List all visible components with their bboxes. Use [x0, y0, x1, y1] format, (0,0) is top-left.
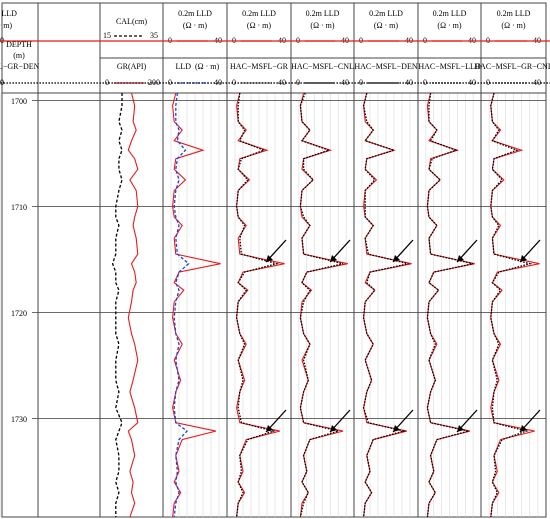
curve-name: GR(API)	[117, 62, 147, 71]
x-tick-label: 40	[405, 78, 413, 87]
curve-name: 0.2m LLD	[433, 9, 467, 18]
x-tick-label: 40	[278, 36, 286, 45]
x-tick-label: 200	[148, 78, 160, 87]
log-curve	[172, 92, 221, 518]
x-tick-label: 35	[150, 31, 158, 40]
curve-unit: (Ω · m)	[374, 21, 398, 30]
x-tick-label: 40	[533, 78, 541, 87]
log-curve	[235, 92, 280, 518]
x-tick-label: 0	[168, 36, 172, 45]
x-tick-label: 40	[468, 36, 476, 45]
curve-unit: (Ω · m)	[501, 21, 525, 30]
curve-name: 0.2m LLD	[0, 9, 17, 18]
x-tick-label: 0	[359, 78, 363, 87]
x-tick-label: 0	[486, 36, 490, 45]
arrow-head	[393, 255, 400, 262]
x-tick-label: 40	[533, 36, 541, 45]
curve-name: HAC−MSFL−CNL	[291, 62, 354, 71]
curve-name: 0.2m LLD	[369, 9, 403, 18]
curve-name: HAC−MSFL−LLD	[418, 62, 481, 71]
x-tick-label: 0	[359, 36, 363, 45]
x-tick-label: 0	[105, 78, 109, 87]
curve-name: 0.2m LLD	[242, 9, 276, 18]
curve-unit: (Ω · m)	[247, 21, 271, 30]
curve-name: LLD	[175, 62, 191, 71]
y-label: DEPTH	[6, 40, 32, 49]
curve-name: HAC−MSFL−GR−DEN	[0, 62, 40, 71]
arrow-head	[330, 425, 337, 432]
curve-name: 0.2m LLD	[306, 9, 340, 18]
log-curve	[299, 92, 344, 518]
curve-unit: (Ω · m)	[310, 21, 334, 30]
y-tick-label: 1710	[11, 203, 27, 212]
arrow-head	[520, 255, 527, 262]
arrow-head	[266, 255, 273, 262]
x-tick-label: 40	[214, 78, 222, 87]
x-tick-label: 0	[423, 78, 427, 87]
x-tick-label: 0	[232, 78, 236, 87]
x-tick-label: 0	[296, 36, 300, 45]
x-tick-label: 0	[168, 78, 172, 87]
x-tick-label: 40	[278, 78, 286, 87]
x-tick-label: 0	[423, 36, 427, 45]
x-tick-label: 40	[341, 36, 349, 45]
log-curve	[363, 92, 412, 518]
y-unit: (m)	[13, 51, 25, 60]
log-curve	[127, 92, 139, 518]
curve-unit: (Ω · m)	[195, 62, 219, 71]
curve-name: 0.2m LLD	[497, 9, 531, 18]
curve-name: HAC−MSFL−GR	[230, 62, 289, 71]
curve-unit: (Ω · m)	[0, 21, 12, 30]
curve-name: HAC−MSFL−DEN	[354, 62, 417, 71]
x-tick-label: 40	[341, 78, 349, 87]
x-tick-label: 0	[296, 78, 300, 87]
x-tick-label: 40	[214, 36, 222, 45]
x-tick-label: 0	[232, 36, 236, 45]
arrow-head	[457, 425, 464, 432]
log-curve	[111, 93, 123, 517]
arrow-head	[457, 255, 464, 262]
x-tick-label: 40	[0, 78, 4, 87]
y-tick-label: 1700	[11, 97, 27, 106]
arrow-head	[520, 425, 527, 432]
curve-name: 0.2m LLD	[178, 9, 212, 18]
curve-name: CAL(cm)	[116, 17, 147, 26]
arrow-head	[330, 255, 337, 262]
arrow-head	[393, 425, 400, 432]
x-tick-label: 15	[103, 31, 111, 40]
x-tick-label: 40	[0, 36, 4, 45]
log-curve	[173, 92, 190, 518]
x-tick-label: 0	[486, 78, 490, 87]
arrow-head	[266, 425, 273, 432]
curve-name: HAC−MSFL−GR−CNL	[474, 62, 550, 71]
log-curve	[426, 92, 474, 518]
curve-unit: (Ω · m)	[437, 21, 461, 30]
curve-unit: (Ω · m)	[183, 21, 207, 30]
y-tick-label: 1730	[11, 415, 27, 424]
x-tick-label: 40	[468, 78, 476, 87]
x-tick-label: 40	[405, 36, 413, 45]
y-tick-label: 1720	[11, 309, 27, 318]
